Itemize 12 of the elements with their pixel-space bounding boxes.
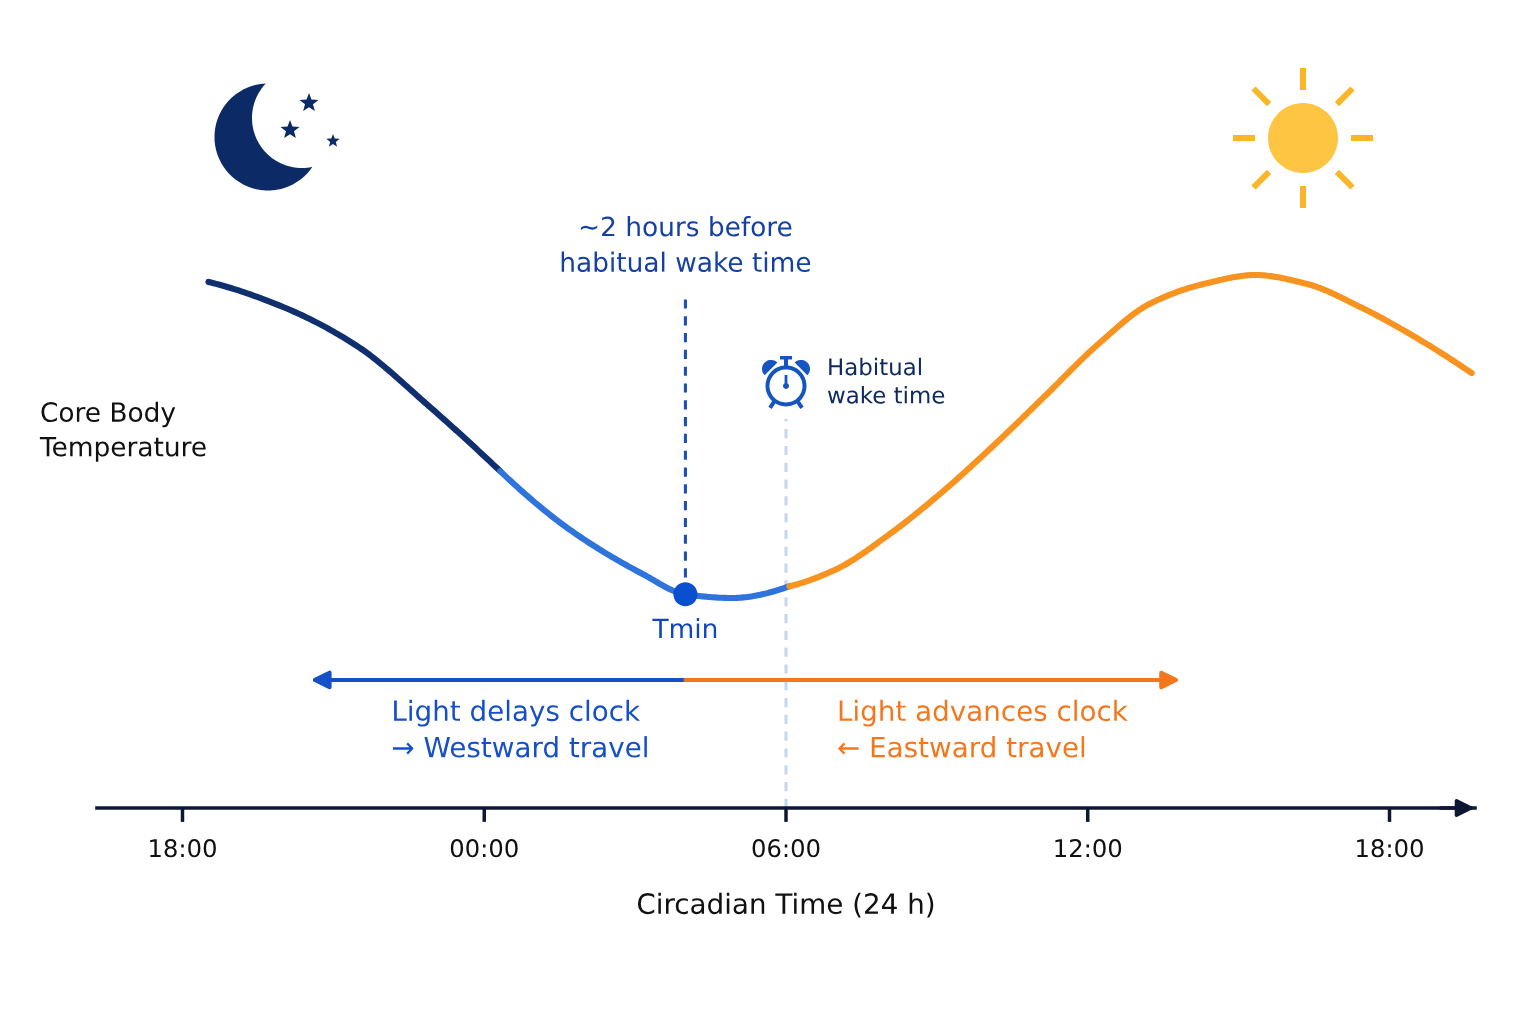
- annotation: Habitual wake time: [827, 357, 945, 404]
- x-tick-label: 00:00: [450, 838, 518, 858]
- x-tick-label: 12:00: [1055, 838, 1122, 858]
- x-tick-label: 06:00: [752, 838, 820, 858]
- annotation: Light delays clock → Westward travel: [392, 699, 647, 758]
- y-axis-title: Core Body Temperature: [39, 401, 206, 462]
- x-tick-label: 18:00: [150, 838, 216, 858]
- ref-line-label: ~2 hours before habitual wake time: [561, 216, 811, 273]
- x-axis-title: Circadian Time (24 h): [637, 892, 934, 918]
- x-tick-label: 18:00: [1357, 838, 1423, 858]
- annotation: Tmin: [652, 617, 717, 638]
- annotation: Light advances clock ← Eastward travel: [838, 699, 1128, 758]
